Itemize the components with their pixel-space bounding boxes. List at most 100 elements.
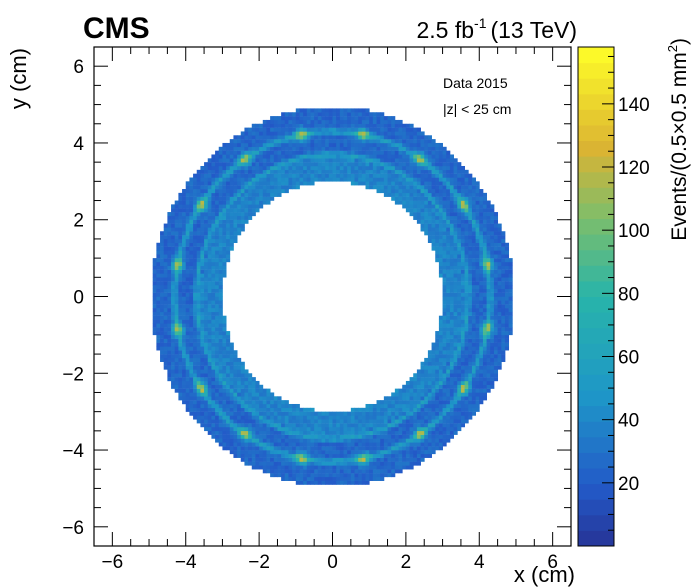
heatmap-cell (446, 284, 451, 290)
heatmap-cell (361, 453, 366, 458)
heatmap-cell (376, 453, 381, 458)
heatmap-cell (424, 400, 429, 405)
heatmap-cell (479, 354, 484, 359)
heatmap-cell (152, 323, 157, 328)
heatmap-cell (369, 185, 374, 190)
heatmap-cell (251, 165, 256, 171)
heatmap-cell (376, 181, 381, 186)
heatmap-cell (328, 112, 333, 117)
heatmap-cell (339, 108, 344, 113)
heatmap-cell (295, 469, 300, 474)
heatmap-cell (347, 142, 352, 148)
heatmap-cell (310, 108, 315, 113)
heatmap-cell (365, 407, 370, 412)
heatmap-cell (314, 430, 319, 435)
heatmap-cell (501, 319, 506, 324)
heatmap-cell (475, 281, 480, 286)
heatmap-cell (336, 434, 341, 439)
heatmap-cell (413, 415, 418, 420)
heatmap-cell (178, 265, 183, 270)
heatmap-cell (468, 338, 473, 343)
heatmap-cell (402, 465, 407, 470)
heatmap-cell (306, 480, 311, 485)
heatmap-cell (204, 273, 209, 278)
heatmap-cell (325, 150, 330, 155)
heatmap-cell (402, 442, 407, 447)
heatmap-cell (222, 319, 227, 324)
heatmap-cell (402, 150, 407, 155)
heatmap-cell (156, 308, 161, 313)
heatmap-cell (435, 235, 440, 240)
heatmap-cell (402, 434, 407, 439)
heatmap-cell (185, 277, 190, 282)
heatmap-cell (244, 165, 249, 171)
heatmap-cell (376, 461, 381, 466)
heatmap-cell (237, 192, 242, 197)
heatmap-cell (163, 223, 168, 228)
heatmap-cell (204, 396, 209, 401)
heatmap-cell (178, 292, 183, 297)
heatmap-cell (218, 357, 223, 362)
heatmap-cell (446, 319, 451, 324)
heatmap-cell (347, 154, 352, 159)
heatmap-cell (226, 361, 231, 366)
heatmap-cell (160, 331, 165, 336)
heatmap-cell (376, 119, 381, 124)
y-tick-label: −4 (62, 441, 84, 462)
heatmap-cell (479, 189, 484, 194)
heatmap-cell (163, 308, 168, 313)
heatmap-cell (427, 204, 432, 209)
heatmap-cell (343, 476, 348, 481)
heatmap-cell (350, 461, 355, 466)
heatmap-cell (218, 323, 223, 328)
heatmap-cell (299, 450, 304, 455)
heatmap-cell (255, 158, 260, 163)
heatmap-cell (457, 388, 462, 393)
heatmap-cell (486, 261, 491, 267)
heatmap-cell (185, 365, 190, 370)
heatmap-cell (402, 453, 407, 458)
heatmap-cell (372, 158, 377, 163)
heatmap-cell (442, 165, 447, 171)
heatmap-cell (248, 411, 253, 416)
heatmap-cell (178, 246, 183, 251)
heatmap-cell (460, 200, 465, 205)
heatmap-cell (427, 411, 432, 416)
heatmap-cell (273, 127, 278, 132)
heatmap-cell (185, 192, 190, 197)
heatmap-cell (413, 434, 418, 439)
heatmap-cell (156, 342, 161, 347)
heatmap-cell (317, 169, 322, 174)
heatmap-cell (413, 419, 418, 424)
heatmap-cell (248, 461, 253, 466)
heatmap-cell (391, 434, 396, 439)
heatmap-cell (167, 284, 172, 290)
heatmap-cell (156, 346, 161, 351)
heatmap-cell (178, 269, 183, 274)
heatmap-cell (336, 154, 341, 159)
heatmap-cell (299, 411, 304, 416)
heatmap-cell (435, 331, 440, 336)
heatmap-cell (321, 438, 326, 443)
heatmap-cell (361, 127, 366, 132)
heatmap-cell (332, 131, 337, 136)
heatmap-cell (460, 212, 465, 217)
heatmap-cell (438, 407, 443, 412)
heatmap-cell (501, 334, 506, 339)
heatmap-cell (471, 365, 476, 370)
heatmap-cell (273, 438, 278, 443)
heatmap-cell (218, 146, 223, 151)
heatmap-cell (391, 430, 396, 435)
heatmap-cell (321, 177, 326, 182)
heatmap-cell (244, 196, 249, 201)
heatmap-cell (248, 407, 253, 412)
heatmap-cell (416, 373, 421, 378)
heatmap-cell (229, 231, 234, 236)
heatmap-cell (383, 119, 388, 124)
heatmap-cell (405, 384, 410, 389)
heatmap-cell (244, 139, 249, 144)
heatmap-cell (303, 457, 308, 462)
heatmap-cell (380, 465, 385, 470)
heatmap-cell (413, 192, 418, 197)
